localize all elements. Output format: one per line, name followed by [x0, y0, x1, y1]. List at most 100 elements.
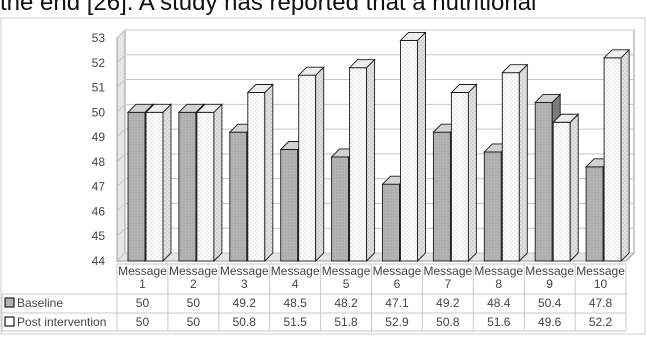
table-cell: 47.1: [385, 296, 409, 310]
table-cell: 50: [136, 296, 150, 310]
bar-post-6-side: [417, 31, 426, 263]
bar-post-4-side: [315, 66, 325, 263]
legend-entry: Baseline: [17, 296, 63, 310]
category-label: 6: [394, 277, 401, 291]
category-label: 4: [292, 277, 299, 291]
bar-post-8-front: [501, 72, 520, 262]
category-label: 10: [594, 277, 608, 291]
category-label: Message: [220, 264, 269, 278]
bar-post-9-side: [569, 113, 579, 263]
left-wall: [116, 28, 126, 263]
category-label: Message: [373, 264, 422, 278]
bar-post-1-top: [144, 103, 173, 113]
bars: [126, 31, 631, 263]
y-tick-label: 45: [92, 229, 106, 243]
category-label: Message: [576, 264, 625, 278]
y-tick-label: 46: [92, 204, 106, 218]
category-label: 2: [190, 277, 197, 291]
category-label: Message: [322, 264, 371, 278]
bar-post-6: [399, 31, 427, 263]
bar-post-1-front: [145, 111, 164, 262]
bar-baseline-5-front: [331, 156, 350, 262]
bar-post-9-front: [552, 121, 571, 262]
table-cell: 49.2: [436, 296, 460, 310]
bar-post-9: [552, 113, 580, 263]
bar-post-3-top: [246, 84, 274, 93]
table-cell: 48.2: [334, 296, 358, 310]
table-cell: 47.8: [589, 296, 613, 310]
table-cell: 50: [187, 315, 201, 329]
y-tick-label: 50: [92, 105, 106, 119]
bar-post-3-side: [264, 83, 274, 263]
category-label: 9: [546, 277, 553, 291]
y-tick-label: 49: [92, 130, 106, 144]
bar-post-2-side: [213, 103, 223, 263]
bar-post-5-front: [349, 67, 368, 262]
y-tick-label: 48: [92, 155, 106, 169]
bar-post-9-top: [552, 113, 580, 123]
bar-baseline-2-top: [177, 103, 205, 113]
legend-key-post: [4, 316, 15, 327]
category-label: Message: [525, 264, 574, 278]
bar-post-8-top: [501, 64, 529, 74]
category-label: Message: [474, 264, 523, 278]
y-tick-label: 52: [92, 56, 106, 70]
category-label: 5: [343, 277, 350, 291]
table-cell: 49.2: [233, 296, 257, 310]
bar-post-10-front: [603, 57, 622, 262]
bar-baseline-4-front: [280, 149, 299, 262]
bar-post-6-front: [400, 40, 418, 262]
bar-post-8: [501, 63, 529, 263]
bar-baseline-1-front: [127, 111, 146, 262]
bar-baseline-1-top: [126, 103, 155, 113]
category-label: Message: [169, 264, 218, 278]
background-text-snippet: the end [26]. A study has reported that …: [0, 0, 537, 16]
bar-baseline-9-top: [534, 93, 562, 103]
bar-post-2-top: [195, 103, 223, 113]
bar-post-8-side: [518, 63, 528, 263]
bar-post-6-top: [399, 32, 427, 41]
category-label: 8: [495, 277, 502, 291]
table-cell: 50: [187, 296, 201, 310]
y-axis: 44 45 46 47 48 49 50 51 52 53: [92, 31, 106, 268]
table-cell: 49.6: [538, 315, 562, 329]
y-tick-label: 47: [92, 180, 106, 194]
table-cell: 50.8: [233, 315, 257, 329]
gridline: [116, 29, 634, 39]
bar-post-2-front: [196, 111, 215, 262]
bar-post-7-side: [467, 83, 477, 263]
category-label: Message: [271, 264, 320, 278]
bar-post-2: [195, 103, 223, 263]
data-table: Message1Message2Message3Message4Message5…: [1, 263, 627, 332]
bar-baseline-10-front: [585, 166, 604, 262]
bar-post-5-top: [348, 59, 376, 69]
chart-frame: [0, 17, 646, 335]
bar-post-5: [348, 58, 376, 263]
table-cell: 50.8: [436, 315, 460, 329]
category-label: Message: [423, 264, 472, 278]
bar-post-4: [297, 66, 325, 263]
table-cell: 51.5: [283, 315, 307, 329]
bar-post-4-top: [297, 66, 325, 76]
legend-entry: Post intervention: [17, 315, 106, 329]
gridline: [116, 54, 634, 64]
category-label: 3: [241, 277, 248, 291]
bar-post-7: [450, 83, 478, 263]
table-cell: 52.9: [385, 315, 409, 329]
table-cell: 48.4: [487, 296, 511, 310]
bar-post-5-side: [366, 58, 376, 263]
category-label: Message: [118, 264, 167, 278]
table-cell: 50.4: [538, 296, 562, 310]
bar-baseline-8-front: [483, 151, 502, 262]
table-cell: 48.5: [283, 296, 307, 310]
gridline: [116, 79, 634, 88]
bar-post-4-front: [298, 74, 317, 262]
category-label: 1: [139, 277, 146, 291]
category-label: 7: [445, 277, 452, 291]
bar-post-1-side: [162, 103, 172, 263]
bar-baseline-6-front: [382, 183, 400, 262]
y-tick-label: 53: [92, 31, 106, 45]
bar-baseline-9-front: [534, 101, 553, 262]
y-tick-label: 44: [92, 254, 106, 268]
bar-post-1: [144, 103, 173, 263]
